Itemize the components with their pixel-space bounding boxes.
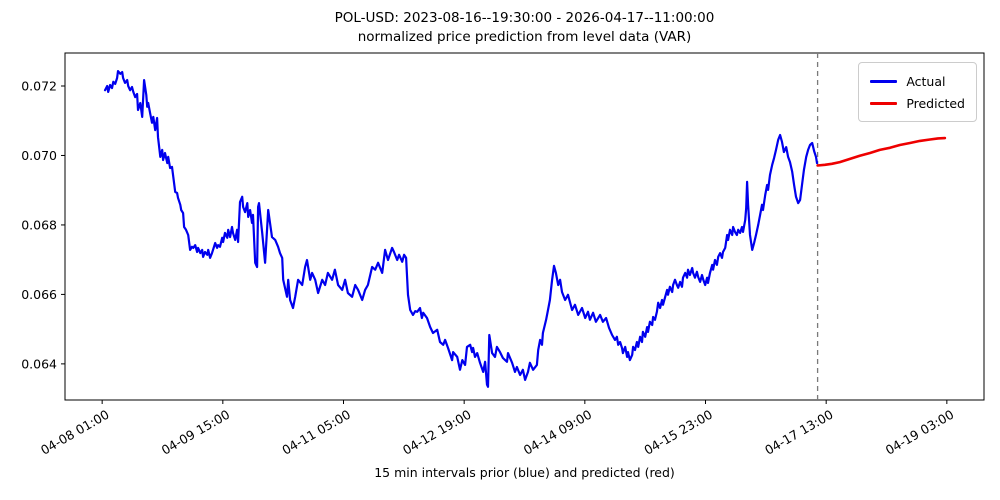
chart-title-line2: normalized price prediction from level d… [357,29,692,45]
y-tick-label: 0.064 [21,356,57,371]
y-tick-label: 0.070 [21,148,57,163]
predicted-line [816,136,947,167]
x-tick-label: 04-12 19:00 [400,407,474,458]
x-tick-label: 04-14 09:00 [521,407,595,458]
x-axis-label: 15 min intervals prior (blue) and predic… [374,465,675,480]
x-tick-label: 04-15 23:00 [641,407,715,458]
axes-frame [64,52,985,401]
chart-title-line1: POL-USD: 2023-08-16--19:30:00 - 2026-04-… [334,10,715,26]
legend-label-actual: Actual [906,73,946,89]
x-tick-label: 04-08 01:00 [38,407,112,458]
predicted-line-swatch [870,101,898,105]
x-tick-label: 04-11 05:00 [279,407,353,458]
chart-title: POL-USD: 2023-08-16--19:30:00 - 2026-04-… [65,9,984,47]
y-tick-label: 0.072 [21,78,57,93]
legend-label-predicted: Predicted [906,95,965,111]
y-tick-label: 0.066 [21,287,57,302]
x-tick-label: 04-17 13:00 [762,407,836,458]
legend-item-actual: Actual [870,70,965,92]
actual-line [103,69,819,388]
actual-line-swatch [870,79,898,83]
legend-item-predicted: Predicted [870,92,965,114]
y-tick-label: 0.068 [21,217,57,232]
x-tick-label: 04-09 15:00 [159,407,233,458]
legend: Actual Predicted [858,62,977,122]
x-tick-label: 04-19 03:00 [883,407,957,458]
